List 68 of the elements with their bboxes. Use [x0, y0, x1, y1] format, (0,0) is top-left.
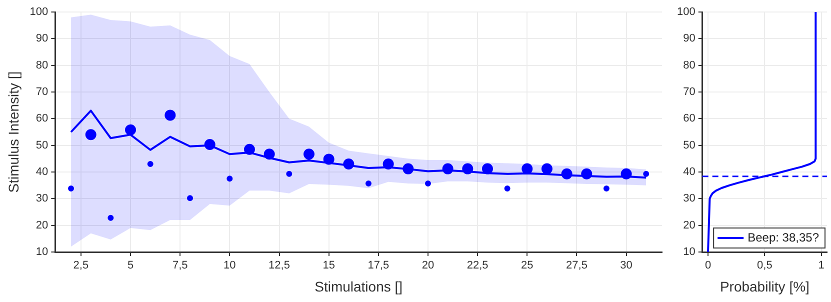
x-tick-label: 2,5 — [73, 260, 89, 272]
point — [147, 161, 154, 167]
y-tick-label: 40 — [36, 166, 48, 178]
legend-label: Beep: 38,35? — [748, 230, 820, 244]
x-tick-label: 5 — [127, 260, 134, 272]
y-tick-label: 50 — [36, 139, 48, 152]
y-tick-label: 10 — [683, 246, 696, 258]
x-tick-label: 12,5 — [268, 260, 290, 272]
y-axis-title: Stimulus Intensity [] — [5, 71, 22, 193]
point — [603, 186, 610, 192]
y-tick-label: 10 — [36, 246, 48, 258]
y-tick-label: 50 — [683, 139, 696, 152]
x-tick-label: 0,5 — [757, 260, 772, 272]
point — [402, 163, 414, 174]
x-tick-label: 17,5 — [368, 260, 390, 272]
point — [244, 144, 256, 155]
point — [365, 180, 372, 186]
point — [264, 148, 275, 160]
point — [382, 158, 394, 170]
y-tick-label: 60 — [683, 112, 696, 125]
y-tick-label: 80 — [36, 59, 48, 72]
x-tick-label: 22,5 — [466, 260, 488, 272]
point — [164, 110, 176, 121]
point — [125, 124, 136, 136]
point — [204, 139, 216, 150]
x-tick-label: 20 — [422, 260, 434, 272]
point — [304, 148, 314, 160]
point — [85, 129, 96, 140]
point — [620, 168, 632, 180]
x-tick-label: 30 — [620, 260, 632, 272]
point — [424, 180, 431, 186]
x-tick-label: 1 — [818, 260, 824, 272]
point — [561, 168, 572, 180]
point — [462, 163, 474, 174]
x-tick-label: 7,5 — [172, 260, 188, 272]
point — [541, 163, 552, 174]
x-tick-label: 25 — [521, 260, 534, 272]
y-tick-label: 90 — [36, 32, 48, 45]
x-tick-label: 27,5 — [566, 260, 588, 272]
point — [226, 176, 233, 182]
y-tick-label: 70 — [36, 86, 48, 98]
point — [187, 195, 194, 202]
point — [504, 186, 510, 192]
y-tick-label: 30 — [683, 192, 696, 205]
y-tick-label: 30 — [36, 192, 48, 205]
point — [581, 168, 592, 180]
point — [323, 154, 334, 165]
x-tick-label: 10 — [224, 260, 236, 272]
y-tick-label: 100 — [676, 6, 696, 18]
point — [108, 214, 114, 221]
y-tick-label: 20 — [36, 219, 48, 232]
y-tick-label: 20 — [683, 219, 696, 232]
point — [442, 163, 454, 174]
point — [286, 170, 292, 177]
y-tick-label: 90 — [683, 32, 696, 45]
y-tick-label: 70 — [683, 86, 696, 98]
x-axis-title: Probability [%] — [720, 278, 810, 294]
point — [68, 186, 74, 192]
point — [343, 158, 354, 170]
y-tick-label: 40 — [683, 166, 696, 178]
x-tick-label: 15 — [322, 260, 335, 272]
x-axis-title: Stimulations [] — [314, 278, 403, 294]
x-tick-label: 0 — [704, 260, 712, 272]
point — [482, 163, 493, 174]
y-tick-label: 60 — [36, 112, 48, 125]
y-tick-label: 100 — [30, 6, 48, 18]
y-tick-label: 80 — [683, 59, 696, 72]
point — [643, 170, 650, 177]
